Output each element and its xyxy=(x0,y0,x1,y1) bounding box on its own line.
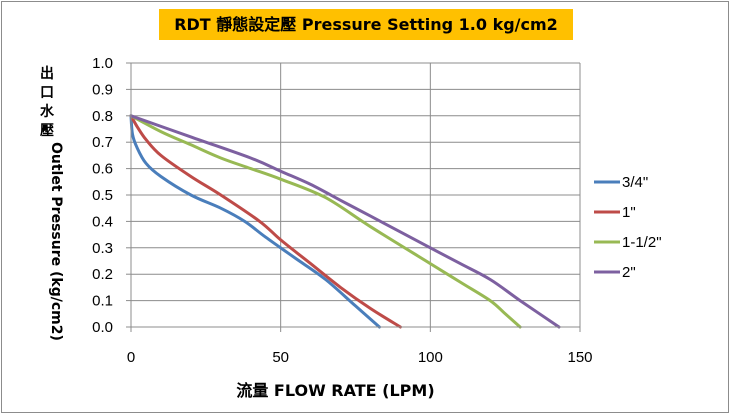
x-tick-label: 150 xyxy=(567,349,592,366)
series-lines xyxy=(129,114,561,329)
y-tick-label: 0.1 xyxy=(92,293,113,310)
series-line-3 xyxy=(129,114,561,329)
legend-label: 2" xyxy=(622,264,636,281)
y-tick-label: 0.3 xyxy=(92,240,113,257)
y-axis-label-rotated: Outlet Pressure (kg/cm2) xyxy=(48,142,64,341)
x-axis-label: 流量 FLOW RATE (LPM) xyxy=(236,381,434,400)
axes xyxy=(126,62,581,332)
y-tick-label: 0.6 xyxy=(92,161,113,178)
series-line-0 xyxy=(129,114,381,329)
y-axis-label: 出口水壓 xyxy=(40,65,55,139)
x-tick-label: 100 xyxy=(418,349,443,366)
y-tick-label: 0.4 xyxy=(92,213,113,230)
legend: 3/4" 1" 1-1/2" 2" xyxy=(594,174,662,281)
y-tick-label: 0.9 xyxy=(92,81,113,98)
x-tick-label: 50 xyxy=(272,349,289,366)
y-tick-label: 0.7 xyxy=(92,134,113,151)
chart-title: RDT 靜態設定壓 Pressure Setting 1.0 kg/cm2 xyxy=(174,15,558,34)
y-tick-label: 1.0 xyxy=(92,55,113,72)
tick-labels: 0.0 0.1 0.2 0.3 0.4 0.5 0.6 0.7 0.8 0.9 1.0 0 50 100 1… xyxy=(92,55,592,366)
y-tick-label: 0.0 xyxy=(92,319,113,336)
legend-label: 1-1/2" xyxy=(622,234,662,251)
y-tick-label: 0.5 xyxy=(92,187,113,204)
x-tick-label: 0 xyxy=(127,349,135,366)
legend-label: 3/4" xyxy=(622,174,648,191)
grid-lines xyxy=(131,62,581,327)
series-line-2 xyxy=(129,114,522,329)
y-tick-label: 0.8 xyxy=(92,108,113,125)
series-line-1 xyxy=(129,114,402,329)
y-tick-label: 0.2 xyxy=(92,266,113,283)
chart-title-background xyxy=(159,9,573,40)
legend-label: 1" xyxy=(622,204,636,221)
